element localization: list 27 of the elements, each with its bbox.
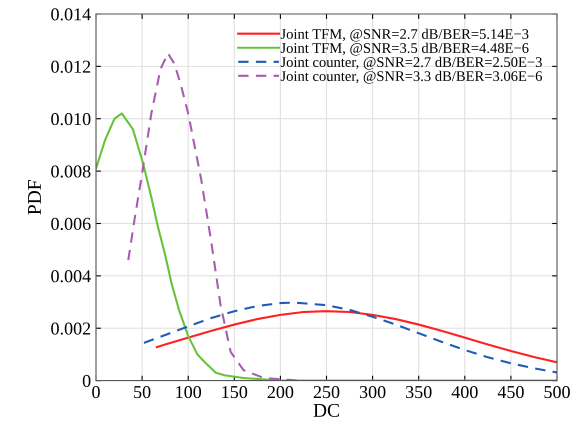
legend-label: Joint TFM, @SNR=3.5 dB/BER=4.48E−6 xyxy=(280,42,529,56)
x-tick-label: 200 xyxy=(268,386,294,398)
x-tick-label: 500 xyxy=(544,386,570,398)
y-tick-label: 0.008 xyxy=(51,165,90,178)
y-tick-label: 0.006 xyxy=(51,218,91,230)
y-tick-label: 0.012 xyxy=(51,60,90,73)
y-axis-title: PDF xyxy=(28,180,41,215)
x-tick-label: 450 xyxy=(498,386,524,398)
legend-label: Joint TFM, @SNR=2.7 dB/BER=5.14E−3 xyxy=(280,28,528,42)
y-tick-label: 0 xyxy=(82,374,90,388)
line-series xyxy=(156,310,557,364)
x-tick-label: 400 xyxy=(452,386,478,398)
y-tick-label: 0.014 xyxy=(51,8,91,21)
x-tick-label: 350 xyxy=(406,386,432,398)
x-tick-label: 0 xyxy=(92,386,100,398)
line-series xyxy=(142,302,557,374)
x-axis-title: DC xyxy=(314,404,339,417)
y-tick-label: 0.002 xyxy=(51,322,90,335)
x-tick-label: 100 xyxy=(176,386,202,398)
x-tick-label: 150 xyxy=(222,386,248,398)
x-tick-label: 250 xyxy=(314,386,340,398)
x-tick-label: 50 xyxy=(134,386,150,398)
y-tick-label: 0.010 xyxy=(51,113,90,126)
legend-label: Joint counter, @SNR=3.3 dB/BER=3.06E−6 xyxy=(280,70,542,84)
y-tick-label: 0.004 xyxy=(51,270,91,282)
x-tick-label: 300 xyxy=(360,386,386,398)
legend-label: Joint counter, @SNR=2.7 dB/BER=2.50E−3 xyxy=(280,56,542,70)
